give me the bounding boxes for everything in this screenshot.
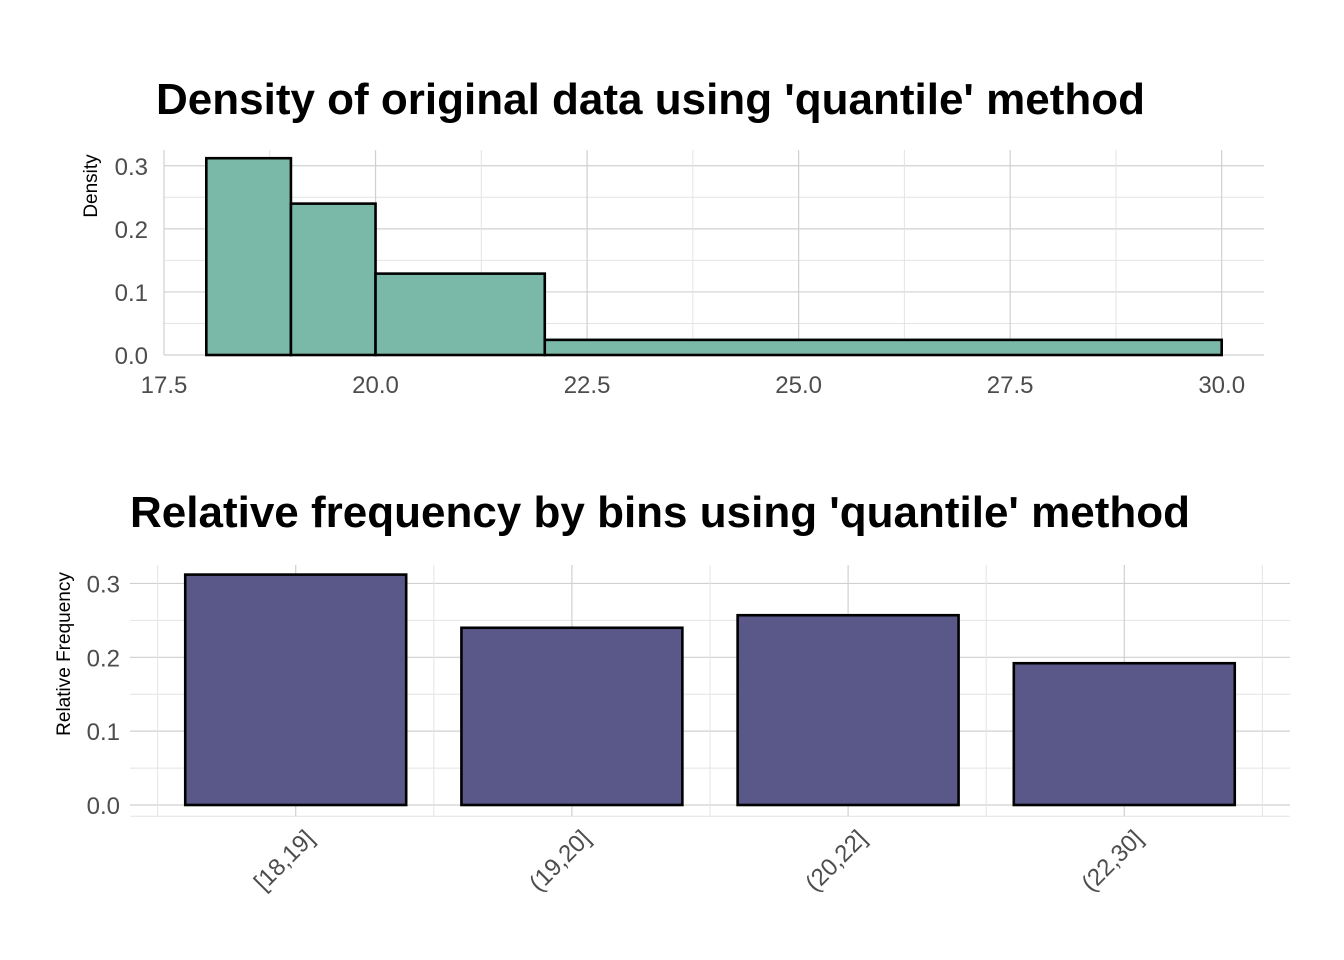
- density-bar: [543, 338, 1223, 357]
- relative-frequency-y-tick-label: 0.3: [87, 571, 120, 598]
- density-x-tick-label: 17.5: [141, 372, 188, 399]
- relative-frequency-x-tick-label: (19,20]: [524, 825, 596, 897]
- density-x-tick-label: 22.5: [564, 372, 611, 399]
- relative-frequency-x-tick-label: (20,22]: [800, 825, 872, 897]
- density-bar: [374, 272, 547, 357]
- density-bar: [205, 156, 293, 357]
- density-bar: [289, 202, 377, 357]
- density-y-ticks: 0.0 0.1 0.2 0.3: [115, 154, 148, 370]
- relative-frequency-y-tick-label: 0.0: [87, 793, 120, 820]
- density-y-tick-label: 0.3: [115, 154, 148, 181]
- relative-frequency-bar: [460, 626, 684, 807]
- relative-frequency-y-ticks: 0.0 0.1 0.2 0.3: [87, 571, 120, 820]
- density-bars: [205, 156, 1223, 357]
- density-y-tick-label: 0.1: [115, 280, 148, 307]
- density-y-axis-label: Density: [81, 154, 102, 218]
- relative-frequency-bar: [183, 573, 408, 807]
- density-y-tick-label: 0.2: [115, 217, 148, 244]
- relative-frequency-chart: Relative frequency by bins using 'quanti…: [54, 488, 1290, 897]
- density-chart: Density of original data using 'quantile…: [81, 75, 1264, 399]
- density-x-ticks: 17.5 20.0 22.5 25.0 27.5 30.0: [141, 372, 1245, 399]
- relative-frequency-y-axis-label: Relative Frequency: [54, 572, 75, 736]
- relative-frequency-chart-title: Relative frequency by bins using 'quanti…: [130, 488, 1190, 537]
- density-x-tick-label: 25.0: [775, 372, 822, 399]
- relative-frequency-bar: [1012, 661, 1237, 807]
- density-y-tick-label: 0.0: [115, 343, 148, 370]
- relative-frequency-x-tick-label: (22,30]: [1077, 825, 1149, 897]
- relative-frequency-y-tick-label: 0.1: [87, 719, 120, 746]
- relative-frequency-bars: [183, 573, 1237, 807]
- relative-frequency-y-tick-label: 0.2: [87, 645, 120, 672]
- relative-frequency-bar: [736, 613, 960, 807]
- relative-frequency-x-tick-label: [18,19]: [249, 825, 320, 896]
- density-x-tick-label: 30.0: [1198, 372, 1245, 399]
- relative-frequency-x-ticks: [18,19] (19,20] (20,22] (22,30]: [249, 825, 1149, 897]
- density-x-tick-label: 27.5: [987, 372, 1034, 399]
- density-x-tick-label: 20.0: [352, 372, 399, 399]
- density-chart-title: Density of original data using 'quantile…: [156, 75, 1145, 124]
